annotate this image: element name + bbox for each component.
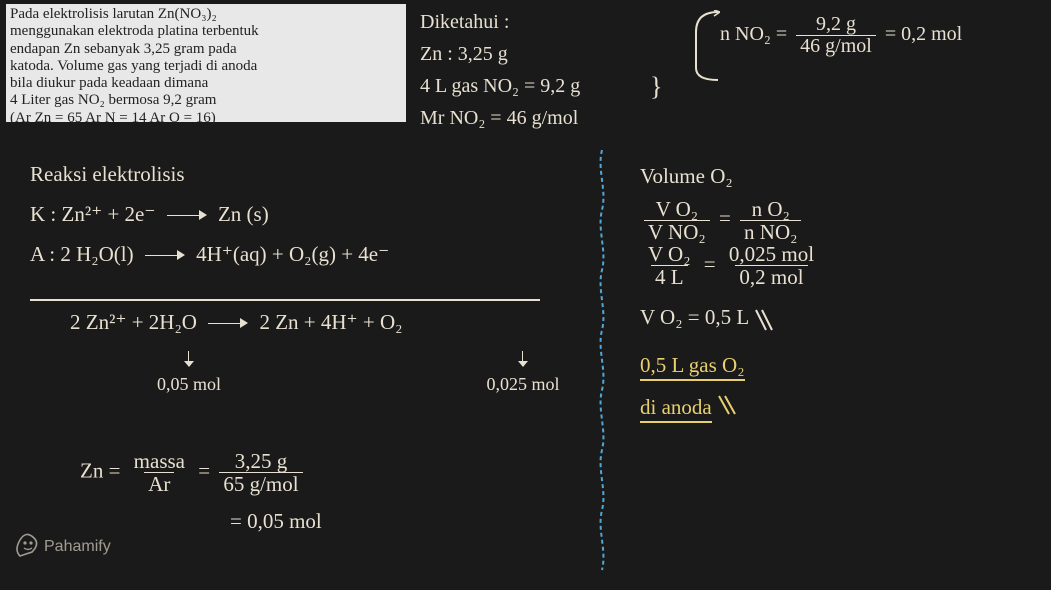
volo2-eq2-r-den: 0,2 mol: [735, 265, 807, 288]
zn-frac1: massa Ar: [130, 450, 189, 495]
zn-calc-result: = 0,05 mol: [230, 509, 322, 534]
volo2-result-row: V O₂ = 0,5 L: [640, 296, 822, 338]
check-icon: [717, 394, 743, 418]
overall-rhs: 2 Zn + 4H⁺ + O₂: [259, 310, 402, 334]
no2-mol-calc: n NO₂ = 9,2 g 46 g/mol = 0,2 mol: [720, 14, 962, 57]
volo2-eq1-mid: =: [719, 206, 731, 230]
problem-line1b: Zn(NO₃)₂: [158, 6, 217, 22]
problem-line5a: bila diukur pada keadaan dimana: [10, 75, 208, 91]
o2-mol-value: 0,025 mol: [486, 374, 559, 394]
volo2-ans1: 0,5 L gas O₂: [640, 344, 822, 386]
zn-frac2-num: 3,25 g: [231, 450, 292, 472]
reaksi-title: Reaksi elektrolisis: [30, 155, 540, 195]
problem-line2: menggunakan elektroda platina terbentuk: [10, 23, 259, 39]
arrow-icon: [167, 211, 207, 221]
problem-line5b: 4 Liter gas NO₂ bermosa 9,2 gram: [10, 92, 216, 108]
diketahui-gas: 4 L gas NO₂ = 9,2 g: [420, 70, 580, 102]
volo2-eq2-r: 0,025 mol 0,2 mol: [725, 243, 818, 288]
volo2-eq1-r-den: n NO₂: [740, 220, 801, 243]
volo2-eq1-l-den: V NO₂: [644, 220, 710, 243]
volo2-title: Volume O₂: [640, 155, 822, 197]
no2-num: 9,2 g: [812, 14, 860, 35]
no2-lhs: n NO₂ =: [720, 23, 787, 45]
reaksi-block: Reaksi elektrolisis K : Zn²⁺ + 2e⁻ Zn (s…: [30, 155, 540, 315]
volo2-eq1-r: n O₂ n NO₂: [740, 198, 801, 243]
reaksi-k-rhs: Zn (s): [218, 202, 269, 226]
volo2-eq1-l: V O₂ V NO₂: [644, 198, 710, 243]
reaksi-a-line: A : 2 H₂O(l) 4H⁺(aq) + O₂(g) + 4e⁻: [30, 235, 540, 275]
problem-line1a: Pada elektrolisis larutan: [10, 6, 158, 22]
problem-line3c: pada: [205, 41, 237, 57]
volo2-eq2-l-den: 4 L: [651, 265, 688, 288]
volo2-eq2: V O₂ 4 L = 0,025 mol 0,2 mol: [640, 243, 822, 289]
volo2-ans1-text: 0,5 L gas O₂: [640, 353, 745, 381]
diketahui-title: Diketahui :: [420, 6, 580, 38]
diketahui-mr: Mr NO₂ = 46 g/mol: [420, 102, 580, 134]
problem-statement: Pada elektrolisis larutan Zn(NO₃)₂ mengg…: [6, 4, 406, 122]
volo2-eq2-mid: =: [704, 252, 716, 276]
zn-calc-eq1: =: [198, 458, 210, 482]
reaksi-k-lhs: K : Zn²⁺ + 2e⁻: [30, 202, 155, 226]
watermark-text: Pahamify: [44, 538, 111, 555]
no2-den: 46 g/mol: [796, 35, 876, 57]
bracket-icon: [690, 10, 720, 82]
no2-eq: = 0,2 mol: [885, 23, 962, 45]
zn-frac2: 3,25 g 65 g/mol: [219, 450, 302, 495]
problem-line6: (Ar Zn = 65 Ar N = 14 Ar O = 16): [10, 110, 216, 126]
problem-line4: katoda. Volume gas yang terjadi di anoda: [10, 58, 257, 74]
arrow-icon: [145, 251, 185, 261]
no2-fraction: 9,2 g 46 g/mol: [796, 14, 876, 57]
molar-amounts: 0,05 mol 0,025 mol: [104, 350, 583, 395]
diketahui-block: Diketahui : Zn : 3,25 g 4 L gas NO₂ = 9,…: [420, 6, 580, 134]
volo2-eq1-l-num: V O₂: [652, 198, 703, 220]
volo2-ans2-text: di anoda: [640, 395, 712, 423]
volo2-result: V O₂ = 0,5 L: [640, 305, 748, 329]
zn-calc-lhs: Zn =: [80, 458, 120, 482]
zn-frac2-den: 65 g/mol: [219, 472, 302, 495]
overall-lhs: 2 Zn²⁺ + 2H₂O: [70, 310, 197, 334]
zn-frac1-den: Ar: [144, 472, 174, 495]
arrow-icon: [208, 319, 248, 329]
reaksi-a-lhs: A : 2 H₂O(l): [30, 242, 134, 266]
reaction-sum-line: [30, 299, 540, 301]
volo2-eq2-l: V O₂ 4 L: [644, 243, 695, 288]
reaksi-k-line: K : Zn²⁺ + 2e⁻ Zn (s): [30, 195, 540, 235]
zn-frac1-num: massa: [130, 450, 189, 472]
curly-brace: }: [650, 72, 662, 102]
o2-mol-col: 0,025 mol: [463, 350, 583, 395]
volo2-ans2: di anoda: [640, 386, 822, 428]
volo2-eq2-l-num: V O₂: [644, 243, 695, 265]
down-arrow-icon: [184, 351, 194, 367]
reaksi-a-rhs: 4H⁺(aq) + O₂(g) + 4e⁻: [196, 242, 389, 266]
zn-mol-value: 0,05 mol: [157, 374, 221, 394]
down-arrow-icon: [518, 351, 528, 367]
problem-line3a: endapan Zn sebanyak: [10, 41, 144, 57]
volo2-eq1-r-num: n O₂: [748, 198, 794, 220]
pahamify-logo: Pahamify: [12, 526, 132, 562]
volume-o2-block: Volume O₂ V O₂ V NO₂ = n O₂ n NO₂ V O₂ 4…: [640, 155, 822, 428]
zn-mol-col: 0,05 mol: [104, 350, 274, 395]
volo2-eq1: V O₂ V NO₂ = n O₂ n NO₂: [640, 197, 822, 243]
check-icon: [754, 308, 780, 332]
separator-line: [595, 150, 609, 580]
diketahui-zn: Zn : 3,25 g: [420, 38, 580, 70]
zn-calc: Zn = massa Ar = 3,25 g 65 g/mol = 0,05 m…: [80, 450, 322, 534]
problem-line3b: 3,25 gram: [144, 41, 205, 57]
overall-equation: 2 Zn²⁺ + 2H₂O 2 Zn + 4H⁺ + O₂: [70, 310, 402, 335]
spacer-col: [279, 350, 459, 373]
volo2-eq2-r-num: 0,025 mol: [725, 243, 818, 265]
